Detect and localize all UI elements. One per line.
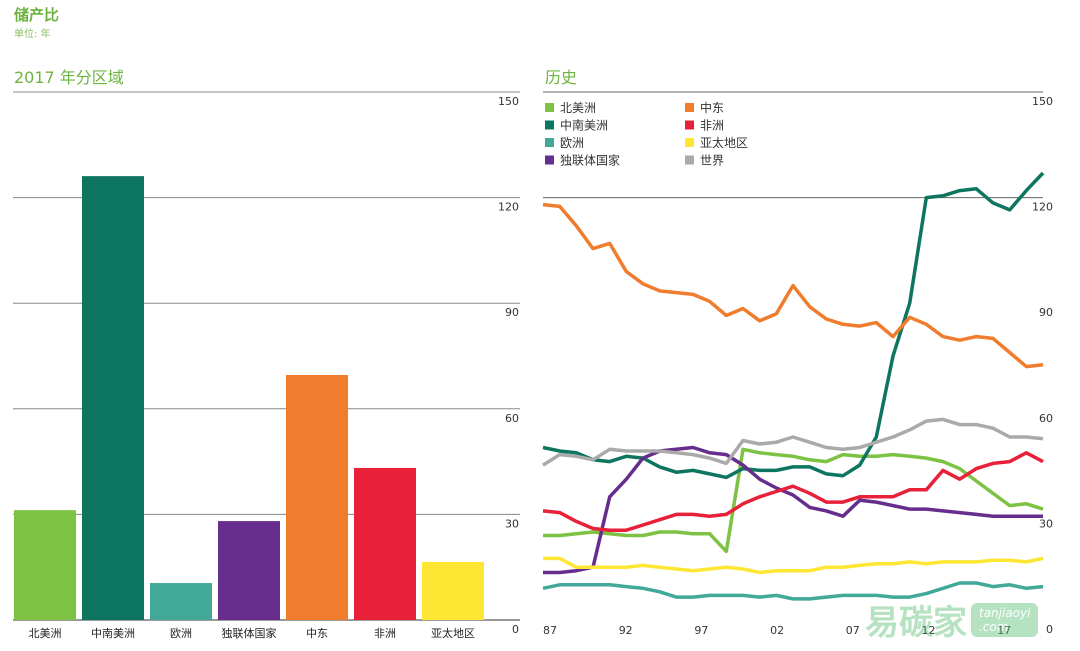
legend-swatch [685, 120, 694, 130]
legend-label: 非洲 [700, 119, 724, 133]
bar-3 [218, 521, 280, 620]
x-category-label: 亚太地区 [431, 627, 475, 640]
x-tick-label: 07 [846, 624, 860, 637]
legend-label: 中东 [700, 100, 724, 115]
y-tick-label: 90 [505, 306, 519, 319]
x-tick-label: 02 [770, 624, 784, 637]
x-category-label: 欧洲 [170, 627, 192, 640]
series-line-亚太地区 [543, 556, 1044, 575]
series-line-北美洲 [543, 447, 1044, 554]
x-tick-label: 92 [619, 624, 633, 637]
bar-2 [150, 583, 212, 620]
bar-6 [422, 561, 484, 620]
legend-label: 北美洲 [560, 101, 596, 115]
bar-4 [286, 375, 348, 620]
legend-label: 世界 [700, 154, 724, 168]
x-category-label: 非洲 [374, 627, 396, 640]
series-line-欧洲 [542, 581, 1044, 601]
y-tick-label: 120 [498, 201, 519, 214]
legend-label: 欧洲 [560, 136, 584, 150]
y-tick-label: 0 [1046, 623, 1053, 636]
legend-label: 亚太地区 [700, 135, 748, 150]
series-line-非洲 [542, 451, 1044, 532]
y-tick-label: 150 [1032, 95, 1053, 108]
x-category-label: 中东 [306, 627, 328, 640]
bar-chart-title: 2017 年分区域 [14, 68, 124, 87]
legend-swatch [545, 103, 554, 112]
x-category-label: 北美洲 [29, 627, 62, 640]
y-tick-label: 120 [1032, 201, 1053, 214]
watermark-cn: 易碳家 [865, 603, 967, 643]
legend-swatch [545, 120, 554, 130]
watermark-en: tanjiaoyi .com [971, 602, 1039, 637]
x-tick-label: 12 [922, 624, 936, 637]
y-tick-label: 150 [498, 95, 519, 108]
x-tick-label: 87 [543, 624, 557, 637]
legend-swatch [685, 155, 694, 165]
y-tick-label: 30 [505, 517, 519, 530]
watermark-domain: .com [979, 619, 1009, 634]
y-tick-label: 60 [1039, 412, 1053, 425]
legend-swatch [685, 103, 694, 112]
legend-label: 独联体国家 [560, 153, 620, 168]
y-tick-label: 90 [1039, 306, 1053, 319]
watermark-logo: 易碳家 tanjiaoyi .com [865, 595, 1039, 644]
x-category-label: 中南美洲 [91, 627, 135, 640]
series-line-世界 [542, 417, 1044, 467]
legend-swatch [685, 138, 694, 147]
page-title: 储产比 [14, 6, 60, 24]
bar-5 [354, 467, 416, 620]
legend-swatch [545, 138, 554, 147]
y-tick-label: 60 [505, 412, 519, 425]
x-tick-label: 17 [997, 624, 1011, 637]
legend-swatch [545, 155, 554, 165]
series-line-独联体国家 [543, 445, 1043, 575]
series-line-中南美洲 [542, 171, 1045, 480]
x-category-label: 独联体国家 [222, 626, 277, 640]
y-tick-label: 30 [1039, 517, 1053, 530]
bar-0 [14, 510, 76, 620]
unit-label: 单位: 年 [14, 29, 51, 40]
watermark-en-text: tanjiaoyi [979, 605, 1031, 620]
line-chart-title: 历史 [545, 68, 578, 87]
x-tick-label: 97 [694, 624, 708, 637]
legend-label: 中南美洲 [560, 118, 608, 133]
bar-1 [82, 176, 144, 621]
series-line-中东 [542, 202, 1044, 369]
y-tick-label: 0 [512, 623, 519, 636]
